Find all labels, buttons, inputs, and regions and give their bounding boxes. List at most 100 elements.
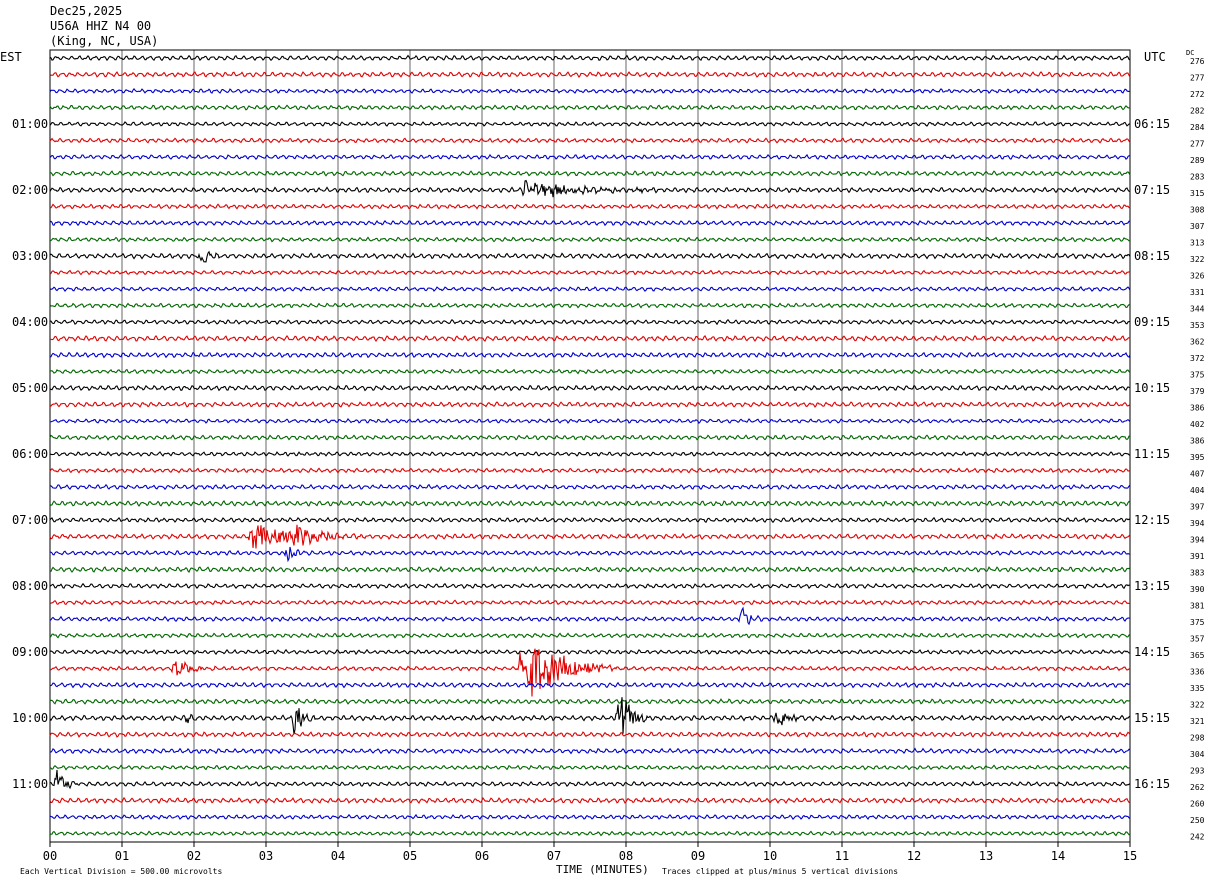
dc-offset-label: 365	[1190, 651, 1205, 660]
dc-offset-label: 304	[1190, 750, 1205, 759]
trace-19	[49, 368, 1131, 375]
est-hour-label: 05:00	[12, 381, 48, 395]
dc-label: DC	[1186, 49, 1195, 57]
est-hour-label: 04:00	[12, 315, 48, 329]
utc-hour-label: 08:15	[1134, 249, 1170, 263]
trace-23	[49, 434, 1131, 441]
dc-offset-label: 336	[1190, 668, 1205, 677]
trace-45	[49, 796, 1131, 805]
header-date: Dec25,2025	[50, 4, 123, 18]
trace-8	[49, 179, 1131, 198]
dc-offset-label: 272	[1190, 90, 1205, 99]
x-tick-label: 05	[403, 849, 417, 863]
est-hour-label: 10:00	[12, 711, 48, 725]
dc-offset-label: 321	[1190, 717, 1205, 726]
dc-offset-label: 282	[1190, 107, 1205, 116]
dc-offset-label: 386	[1190, 437, 1205, 446]
dc-offset-label: 284	[1190, 123, 1205, 132]
x-tick-label: 12	[907, 849, 921, 863]
trace-35	[49, 632, 1131, 639]
trace-40	[49, 697, 1131, 735]
x-tick-label: 04	[331, 849, 345, 863]
trace-41	[49, 731, 1131, 739]
x-tick-label: 13	[979, 849, 993, 863]
trace-4	[49, 121, 1131, 127]
x-tick-label: 07	[547, 849, 561, 863]
x-tick-label: 03	[259, 849, 273, 863]
trace-25	[49, 467, 1131, 474]
est-hour-label: 07:00	[12, 513, 48, 527]
trace-28	[49, 516, 1131, 524]
dc-offset-label: 344	[1190, 305, 1205, 314]
trace-18	[49, 351, 1131, 359]
trace-27	[49, 499, 1131, 507]
trace-22	[49, 417, 1131, 425]
trace-12	[49, 250, 1131, 263]
utc-hour-label: 15:15	[1134, 711, 1170, 725]
utc-hour-label: 07:15	[1134, 183, 1170, 197]
dc-offset-label: 322	[1190, 701, 1205, 710]
trace-20	[49, 384, 1131, 392]
trace-34	[49, 606, 1131, 626]
est-hour-label: 03:00	[12, 249, 48, 263]
utc-hour-label: 16:15	[1134, 777, 1170, 791]
utc-hour-label: 11:15	[1134, 447, 1170, 461]
est-hour-label: 11:00	[12, 777, 48, 791]
utc-hour-label: 12:15	[1134, 513, 1170, 527]
trace-17	[50, 334, 1131, 343]
est-hour-label: 08:00	[12, 579, 48, 593]
dc-offset-label: 262	[1190, 783, 1205, 792]
scale-note: Each Vertical Division = 500.00 microvol…	[20, 867, 223, 876]
dc-offset-label: 276	[1190, 57, 1205, 66]
x-tick-label: 15	[1123, 849, 1137, 863]
dc-offset-label: 250	[1190, 816, 1205, 825]
utc-hour-label: 09:15	[1134, 315, 1170, 329]
dc-offset-label: 293	[1190, 767, 1205, 776]
utc-hour-label: 13:15	[1134, 579, 1170, 593]
utc-hour-label: 10:15	[1134, 381, 1170, 395]
trace-33	[49, 599, 1131, 606]
plot-frame	[49, 49, 1131, 843]
dc-offset-label: 395	[1190, 453, 1205, 462]
dc-offset-label: 383	[1190, 569, 1205, 578]
trace-13	[49, 269, 1131, 276]
trace-14	[49, 286, 1131, 293]
trace-6	[49, 153, 1131, 161]
trace-10	[49, 219, 1131, 227]
dc-offset-label: 283	[1190, 173, 1205, 182]
timezone-left-label: EST	[0, 50, 22, 64]
dc-offset-label: 390	[1190, 585, 1205, 594]
x-tick-label: 02	[187, 849, 201, 863]
dc-offset-label: 315	[1190, 189, 1205, 198]
dc-offset-label: 260	[1190, 800, 1205, 809]
dc-offset-label: 404	[1190, 486, 1205, 495]
trace-39	[49, 698, 1131, 705]
trace-47	[49, 830, 1131, 837]
est-hour-label: 06:00	[12, 447, 48, 461]
dc-offset-label: 381	[1190, 602, 1205, 611]
est-hour-label: 01:00	[12, 117, 48, 131]
utc-hour-label: 14:15	[1134, 645, 1170, 659]
dc-offset-label: 331	[1190, 288, 1205, 297]
x-tick-label: 14	[1051, 849, 1065, 863]
trace-42	[49, 747, 1131, 755]
trace-3	[49, 104, 1131, 111]
x-tick-label: 00	[43, 849, 57, 863]
header-station: U56A HHZ N4 00	[50, 19, 152, 33]
trace-36	[49, 648, 1131, 656]
x-tick-label: 10	[763, 849, 777, 863]
trace-21	[49, 401, 1131, 408]
trace-31	[49, 565, 1131, 573]
dc-offset-label: 372	[1190, 354, 1205, 363]
dc-offset-label: 313	[1190, 239, 1205, 248]
dc-offset-label: 353	[1190, 321, 1205, 330]
x-tick-label: 09	[691, 849, 705, 863]
utc-hour-label: 06:15	[1134, 117, 1170, 131]
dc-offset-label: 394	[1190, 519, 1205, 528]
trace-30	[49, 546, 1131, 563]
trace-2	[49, 88, 1131, 95]
dc-offset-label: 277	[1190, 74, 1205, 83]
dc-offset-label: 277	[1190, 140, 1205, 149]
dc-offset-label: 386	[1190, 404, 1205, 413]
trace-5	[49, 137, 1131, 144]
